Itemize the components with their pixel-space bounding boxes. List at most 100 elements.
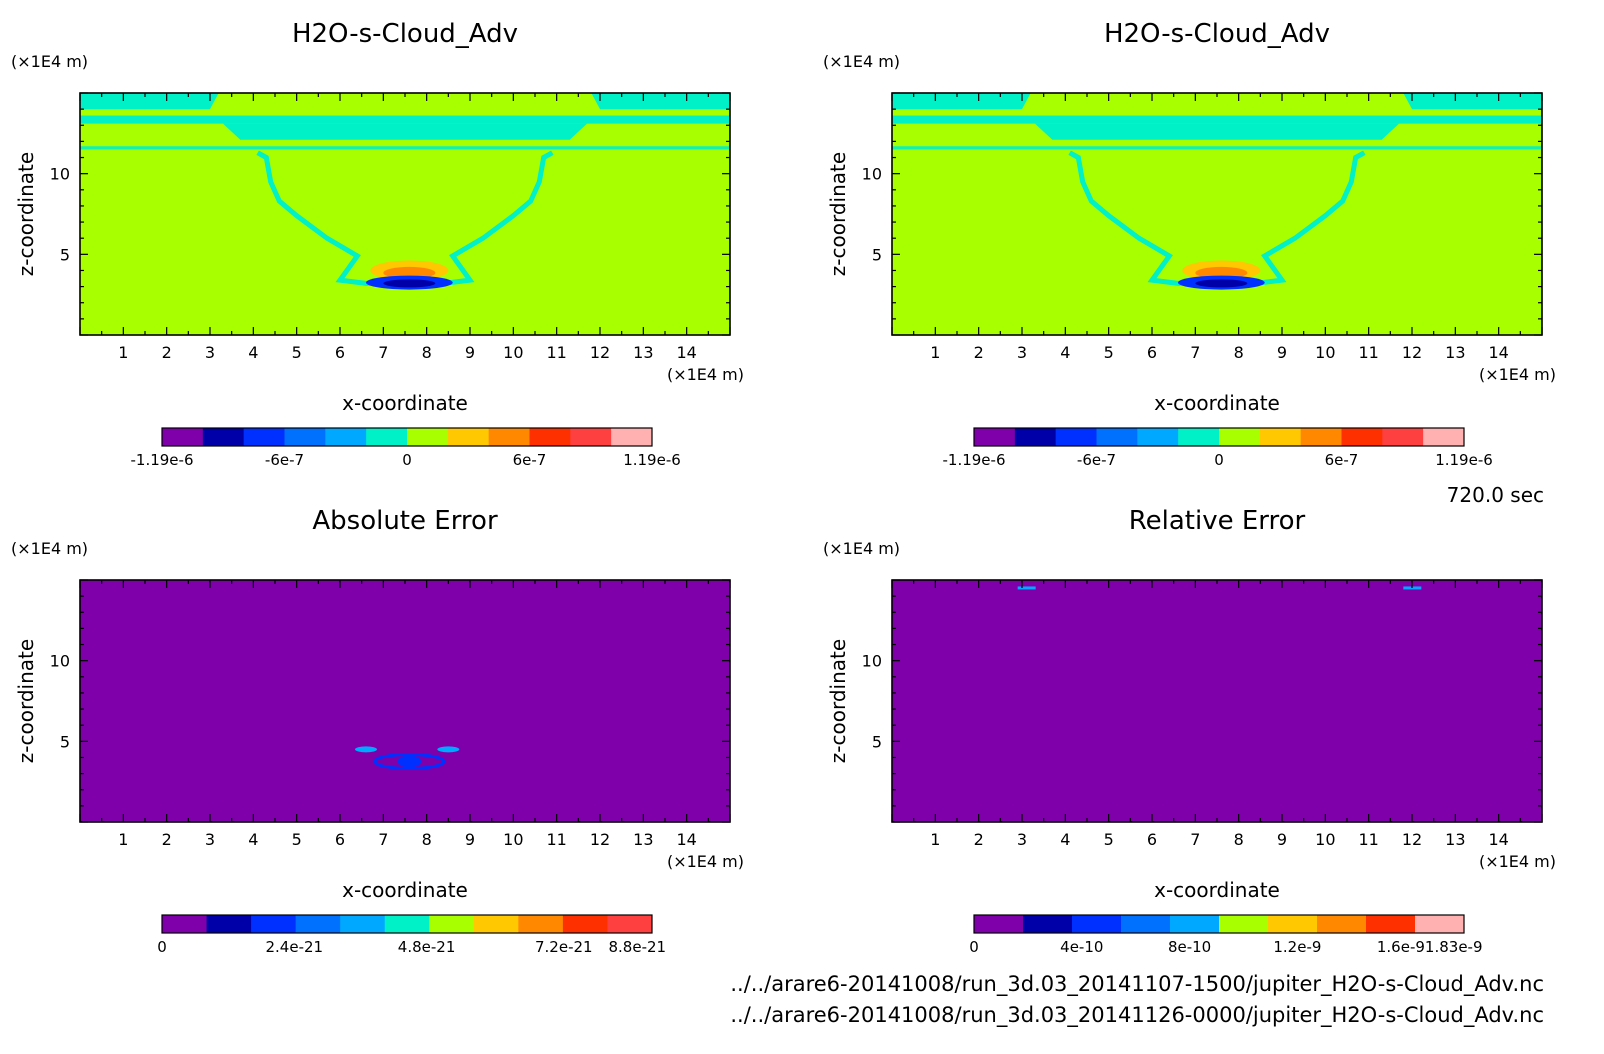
y-axis-label: z-coordinate	[14, 639, 38, 763]
colorbar-label: -6e-7	[1077, 451, 1116, 469]
error-core	[397, 755, 422, 768]
colorbar-swatch	[206, 915, 252, 933]
panel-title: H2O-s-Cloud_Adv	[1104, 19, 1330, 49]
colorbar-label: 1.19e-6	[623, 451, 681, 469]
y-unit-label: (×1E4 m)	[11, 52, 88, 71]
colorbar-label: 4.8e-21	[398, 938, 456, 956]
colorbar-swatch	[1317, 915, 1367, 933]
x-tick-label: 3	[205, 830, 215, 849]
y-unit-label: (×1E4 m)	[11, 539, 88, 558]
y-tick-label: 5	[60, 245, 70, 264]
x-tick-label: 14	[1488, 343, 1508, 362]
ticks	[79, 92, 731, 336]
colorbar-swatch	[1219, 428, 1261, 446]
colorbar-swatch	[1382, 428, 1424, 446]
colorbar-label: 1.6e-91.83e-9	[1377, 938, 1483, 956]
colorbar-swatch	[1423, 428, 1465, 446]
colorbar-label: -6e-7	[265, 451, 304, 469]
colorbar: 0 2.4e-21 4.8e-21 7.2e-21 8.8e-21	[157, 914, 667, 956]
colorbar-swatch	[1023, 915, 1073, 933]
x-tick-label: 10	[1315, 343, 1335, 362]
feature-darkblue	[383, 279, 436, 288]
plot-area	[80, 580, 730, 822]
colorbar-label: 8e-10	[1168, 938, 1211, 956]
file-path-2: ../../arare6-20141008/run_3d.03_20141126…	[730, 1003, 1544, 1028]
feature-darkblue	[1195, 279, 1248, 288]
x-tick-label: 14	[676, 830, 696, 849]
x-tick-label: 6	[335, 343, 345, 362]
x-tick-label: 4	[248, 830, 258, 849]
error-blob-left	[355, 746, 377, 753]
y-tick-label: 5	[872, 245, 882, 264]
upper-band-right	[1403, 93, 1542, 110]
colorbar-swatch	[1415, 915, 1465, 933]
y-tick-label: 10	[862, 165, 882, 184]
colorbar-swatch	[1137, 428, 1179, 446]
thin-band	[80, 146, 730, 150]
colorbar-frame	[161, 427, 653, 447]
x-tick-label: 5	[1104, 830, 1114, 849]
colorbar-swatch	[570, 428, 612, 446]
x-tick-label: 11	[1358, 830, 1378, 849]
colorbar-label: 4e-10	[1060, 938, 1103, 956]
x-tick-label: 10	[503, 830, 523, 849]
x-tick-label: 7	[378, 830, 388, 849]
error-spot-left	[1017, 586, 1036, 590]
colorbar-label: 6e-7	[1325, 451, 1359, 469]
x-tick-label: 13	[633, 830, 653, 849]
x-tick-label: 3	[1017, 830, 1027, 849]
plot-area	[892, 580, 1542, 822]
x-tick-label: 4	[1060, 343, 1070, 362]
x-unit-label: (×1E4 m)	[1479, 365, 1556, 384]
panel-3: Absolute Error(×1E4 m)1 2 3 4 5 6 7 8 9 10 11 12 13 1…	[11, 506, 744, 956]
x-tick-label: 6	[1147, 830, 1157, 849]
x-unit-label: (×1E4 m)	[1479, 852, 1556, 871]
colorbar-swatch	[384, 915, 430, 933]
field-features	[80, 93, 730, 290]
y-axis-label: z-coordinate	[826, 152, 850, 276]
mid-band	[892, 115, 1542, 124]
x-tick-label: 2	[162, 830, 172, 849]
colorbar-label: 8.8e-21	[609, 938, 667, 956]
x-tick-label: 2	[974, 830, 984, 849]
x-tick-label: 8	[1234, 343, 1244, 362]
x-tick-label: 5	[1104, 343, 1114, 362]
x-tick-label: 9	[465, 343, 475, 362]
y-tick-label: 10	[50, 165, 70, 184]
x-tick-label: 13	[1445, 830, 1465, 849]
y-unit-label: (×1E4 m)	[823, 539, 900, 558]
colorbar-label: 2.4e-21	[266, 938, 324, 956]
x-tick-label: 7	[1190, 830, 1200, 849]
y-unit-label: (×1E4 m)	[823, 52, 900, 71]
time-label: 720.0 sec	[1447, 483, 1544, 507]
x-tick-label: 7	[378, 343, 388, 362]
colorbar-swatch	[607, 915, 653, 933]
colorbar-swatch	[1259, 428, 1302, 446]
x-tick-label: 7	[1190, 343, 1200, 362]
colorbar-label: 7.2e-21	[535, 938, 593, 956]
colorbar-swatch	[251, 915, 297, 933]
y-tick-label: 10	[50, 652, 70, 671]
x-tick-label: 5	[292, 830, 302, 849]
colorbar-frame	[161, 914, 653, 934]
x-tick-label: 10	[503, 343, 523, 362]
colorbar-swatch	[518, 915, 564, 933]
colorbar-swatch	[974, 428, 1016, 446]
colorbar-swatch	[1096, 428, 1138, 446]
thin-band	[892, 146, 1542, 150]
x-unit-label: (×1E4 m)	[667, 852, 744, 871]
colorbar-label: 1.2e-9	[1273, 938, 1321, 956]
colorbar-label: -1.19e-6	[131, 451, 194, 469]
x-tick-label: 12	[590, 343, 610, 362]
colorbar-swatch	[1055, 428, 1097, 446]
colorbar-swatch	[611, 428, 653, 446]
panel-1: H2O-s-Cloud_Adv(×1E4 m)1 2 3 4 5 6 7 8 9 10 11 12 13…	[11, 19, 744, 469]
x-tick-label: 11	[546, 343, 566, 362]
colorbar-swatch	[1366, 915, 1416, 933]
x-tick-label: 3	[1017, 343, 1027, 362]
x-tick-label: 2	[162, 343, 172, 362]
feature-orange	[1195, 266, 1248, 279]
field-features	[892, 93, 1542, 290]
x-tick-label: 11	[1358, 343, 1378, 362]
